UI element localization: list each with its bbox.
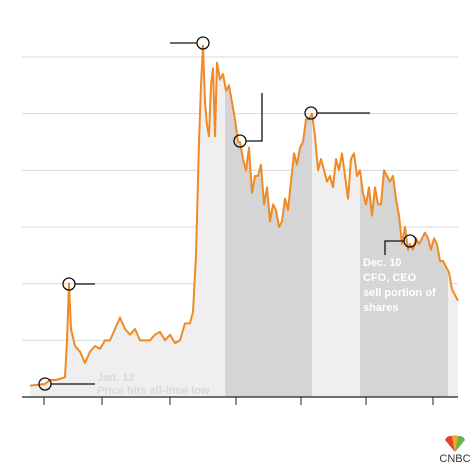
annotation-text: CFO, CEO <box>363 272 417 284</box>
annotation-date: Jan. 13 <box>97 372 134 384</box>
logo: CNBC <box>439 435 471 465</box>
annotation-text: sell portion of <box>363 287 436 299</box>
annotation-markers <box>38 36 417 391</box>
annotation-text: Price hits all-time low <box>97 385 210 397</box>
leader <box>246 93 263 142</box>
annotation-text: shares <box>363 302 398 314</box>
annotation-date: Dec. 10 <box>363 257 402 269</box>
price-line <box>29 44 459 387</box>
leader <box>384 240 404 255</box>
logo-text: CNBC <box>439 453 470 465</box>
